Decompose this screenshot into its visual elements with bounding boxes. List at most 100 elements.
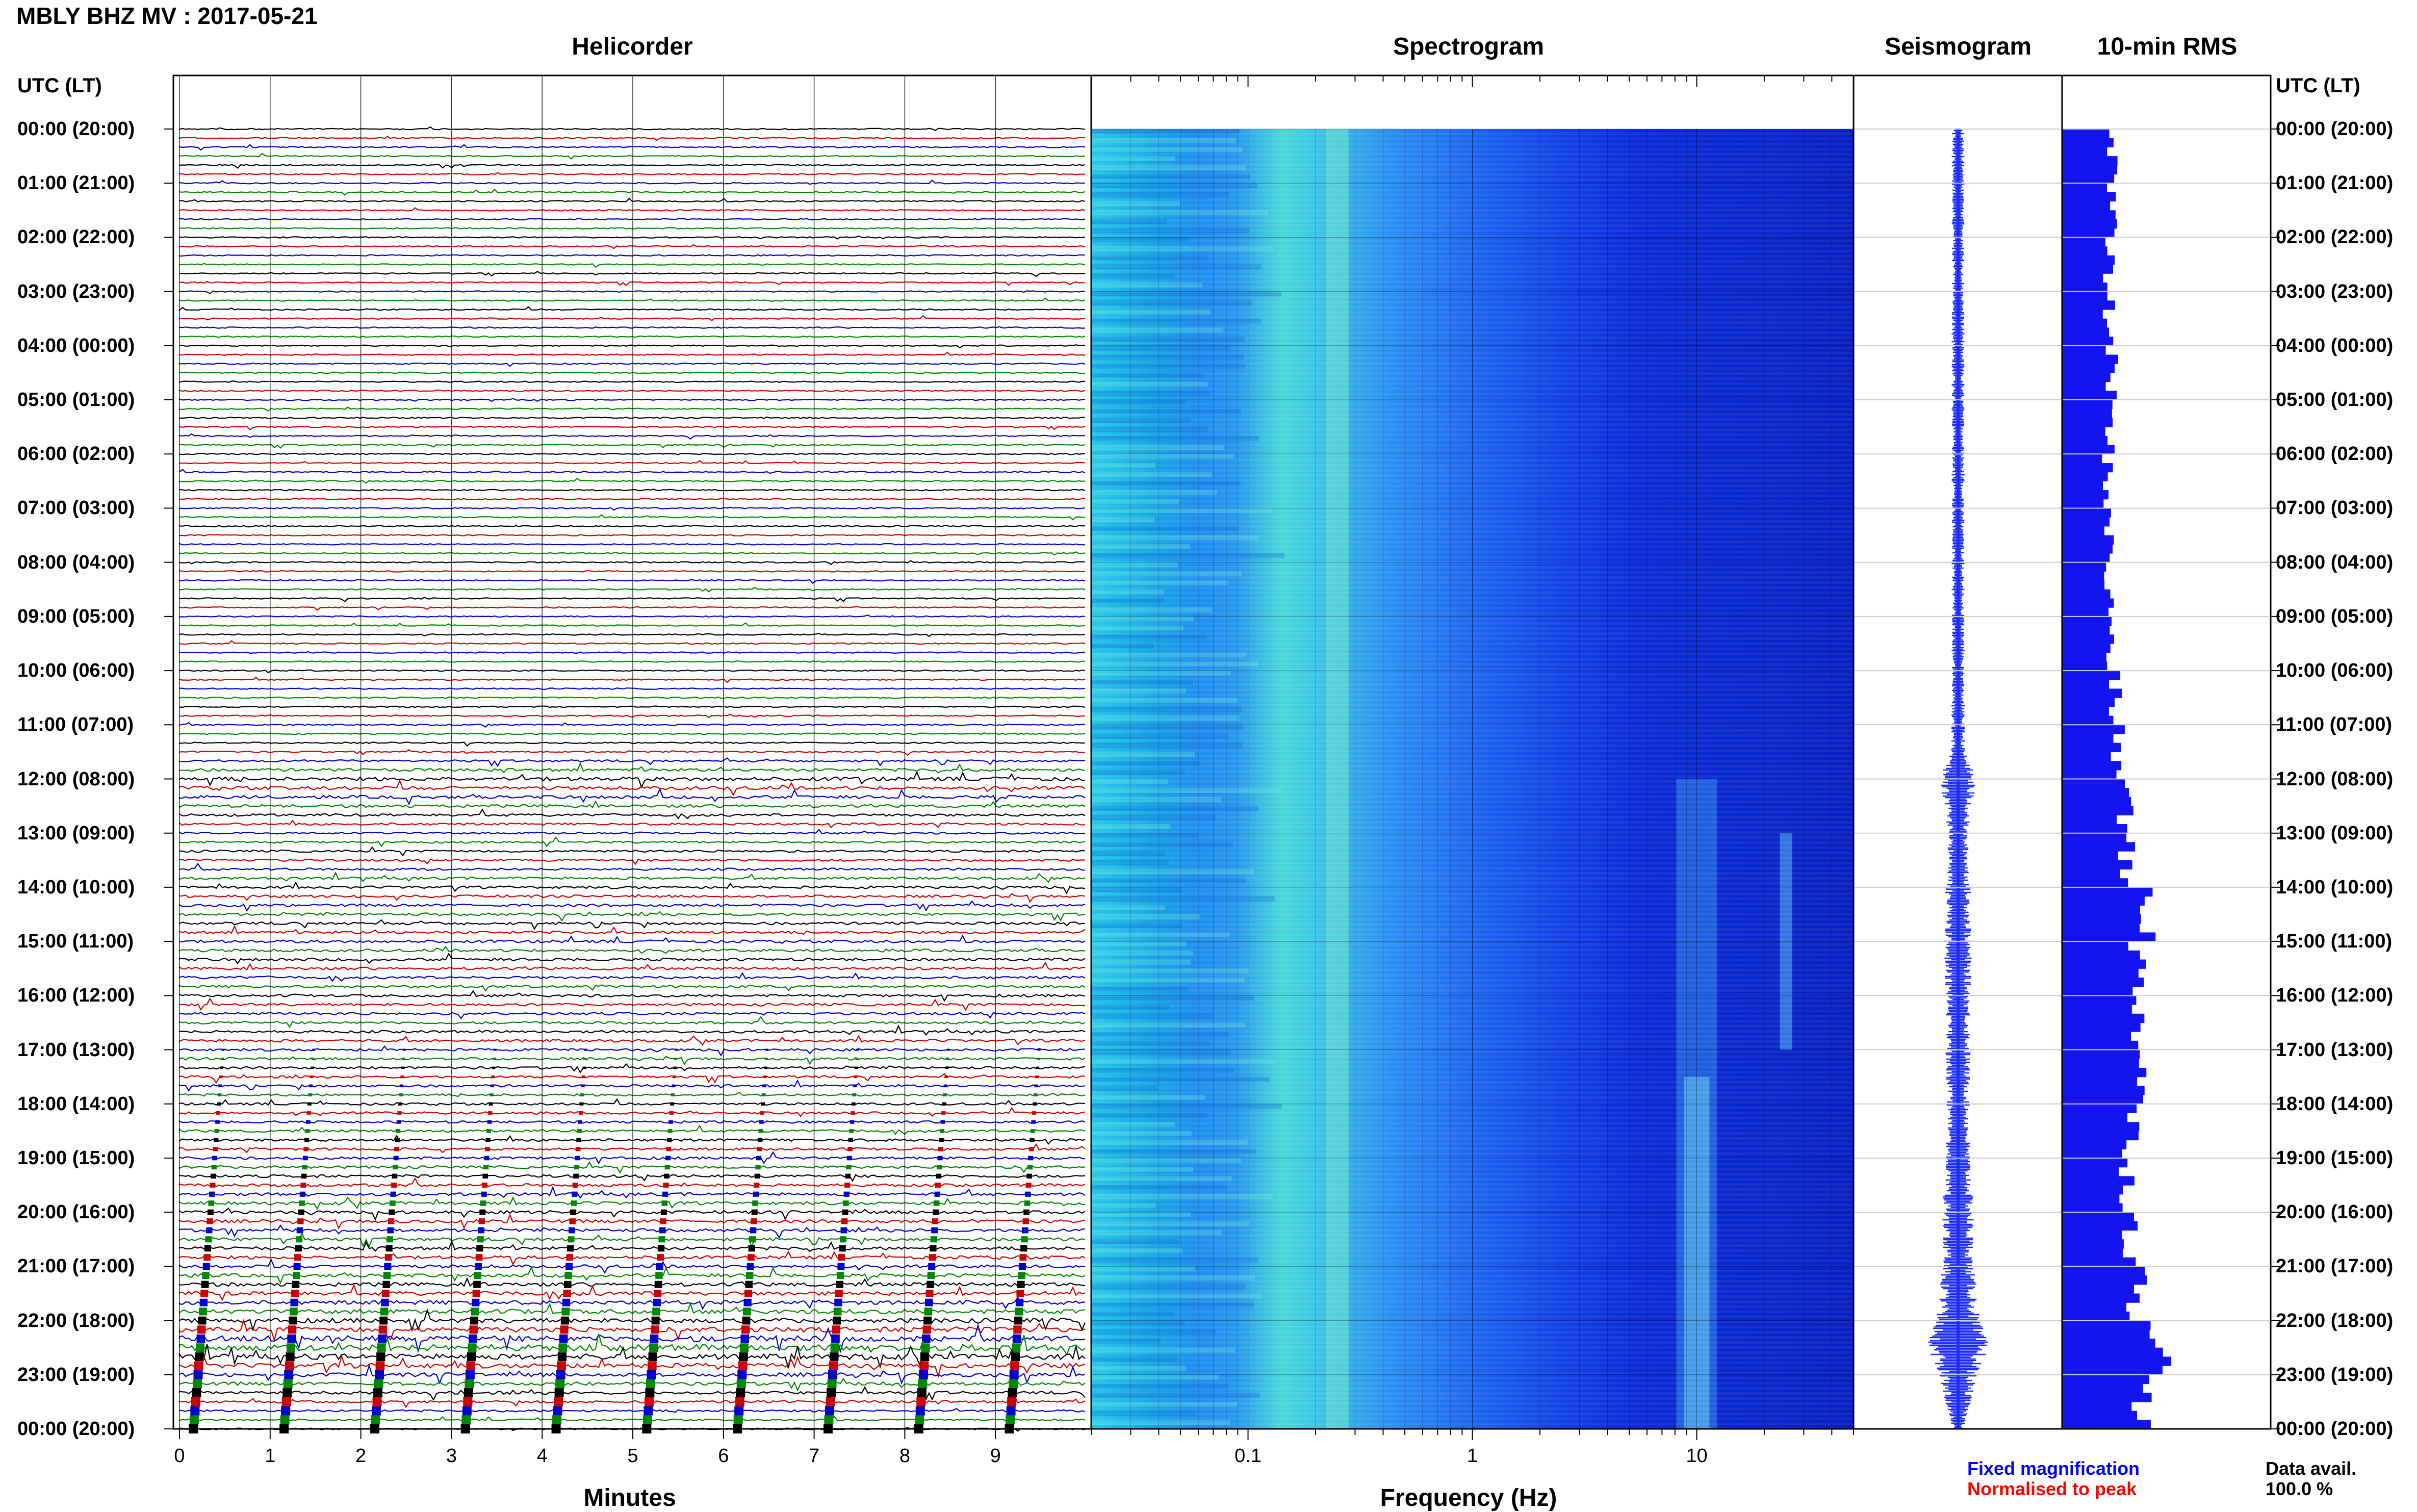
helicorder-transient xyxy=(401,1066,405,1069)
helicorder-trace xyxy=(178,1035,1086,1046)
helicorder-transient xyxy=(220,1058,224,1060)
time-label-left: 07:00 (03:00) xyxy=(17,497,135,519)
helicorder-trace xyxy=(178,660,1085,663)
helicorder-transient xyxy=(584,1048,587,1051)
helicorder-transient xyxy=(467,1352,476,1361)
time-label-right: 22:00 (18:00) xyxy=(2276,1310,2394,1331)
helicorder-trace xyxy=(178,779,1086,797)
helicorder-transient xyxy=(302,1156,308,1161)
rms-bar xyxy=(2062,300,2115,310)
helicorder-transient xyxy=(1006,1406,1016,1416)
helicorder-transient xyxy=(372,1397,382,1406)
helicorder-trace xyxy=(178,489,1086,492)
rms-bar xyxy=(2062,1383,2143,1393)
helicorder-transient xyxy=(217,1093,222,1097)
helicorder-trace xyxy=(178,188,1086,196)
helicorder-transient xyxy=(554,1388,564,1398)
helicorder-transient xyxy=(380,1308,389,1316)
helicorder-transient xyxy=(853,1084,857,1088)
rms-bar xyxy=(2062,932,2156,942)
helicorder-trace xyxy=(178,919,1086,931)
helicorder-trace xyxy=(178,597,1086,602)
helicorder-transient xyxy=(556,1370,565,1379)
helicorder-transient xyxy=(468,1334,477,1343)
rms-bar xyxy=(2062,715,2114,725)
helicorder-transient xyxy=(567,1245,574,1252)
helicorder-trace xyxy=(178,1056,1086,1066)
helicorder-transient xyxy=(283,1379,293,1389)
helicorder-transient xyxy=(846,1156,852,1161)
rms-bar xyxy=(2062,869,2120,879)
rms-bar xyxy=(2062,752,2111,761)
helicorder-trace xyxy=(178,254,1086,257)
helicorder-transient xyxy=(750,1227,757,1234)
helicorder-transient xyxy=(490,1093,494,1097)
helicorder-transient xyxy=(754,1183,760,1188)
helicorder-transient xyxy=(1028,1147,1034,1151)
time-label-left: 15:00 (11:00) xyxy=(17,931,134,953)
rms-bar xyxy=(2062,1347,2163,1357)
rms-bar xyxy=(2062,616,2112,626)
helicorder-trace xyxy=(178,952,1086,965)
helicorder-transient xyxy=(563,1290,571,1297)
helicorder-transient xyxy=(667,1138,672,1142)
rms-bar xyxy=(2062,671,2121,680)
helicorder-transient xyxy=(470,1316,479,1325)
helicorder-transient xyxy=(917,1388,927,1398)
helicorder-trace xyxy=(178,180,1086,185)
rms-bar xyxy=(2062,418,2113,427)
helicorder-transient xyxy=(658,1236,665,1243)
helicorder-trace xyxy=(178,1296,1086,1311)
rms-bar xyxy=(2062,950,2140,960)
helicorder-transient xyxy=(1011,1352,1020,1361)
rms-bar xyxy=(2062,472,2108,481)
helicorder-transient xyxy=(1016,1290,1024,1297)
rms-bar xyxy=(2062,400,2113,409)
helicorder-transient xyxy=(391,1183,397,1188)
helicorder-transient xyxy=(1020,1245,1027,1252)
helicorder-trace xyxy=(178,945,1086,954)
helicorder-transient xyxy=(193,1370,203,1379)
helicorder-transient xyxy=(211,1173,216,1179)
helicorder-transient xyxy=(918,1370,928,1379)
helicorder-trace xyxy=(178,1098,1086,1106)
helicorder-transient xyxy=(657,1245,665,1252)
helicorder-transient xyxy=(281,1406,291,1416)
helicorder-transient xyxy=(379,1316,388,1325)
rms-bar xyxy=(2062,1176,2135,1186)
helicorder-transient xyxy=(381,1298,389,1306)
helicorder-transient xyxy=(838,1254,845,1261)
time-label-left: 23:00 (19:00) xyxy=(17,1364,135,1386)
rms-bar xyxy=(2062,318,2107,328)
data-avail-value: 100.0 % xyxy=(2266,1478,2333,1499)
helicorder-trace xyxy=(178,560,1086,566)
helicorder-trace xyxy=(178,1284,1086,1301)
helicorder-trace xyxy=(178,398,1086,402)
helicorder-trace xyxy=(178,164,1086,169)
helicorder-transient xyxy=(484,1147,490,1151)
helicorder-transient xyxy=(566,1254,574,1261)
helicorder-transient xyxy=(1037,1048,1041,1051)
helicorder-trace xyxy=(178,1186,1086,1199)
rms-bar xyxy=(2062,706,2109,716)
helicorder-transient xyxy=(295,1245,302,1252)
helicorder-transient xyxy=(667,1129,673,1133)
helicorder-transient xyxy=(389,1209,395,1215)
helicorder-transient xyxy=(927,1280,934,1288)
helicorder-transient xyxy=(854,1066,858,1069)
helicorder-transient xyxy=(561,1308,570,1316)
helicorder-trace xyxy=(178,1259,1086,1274)
helicorder-trace xyxy=(178,1174,1086,1183)
helicorder-transient xyxy=(1035,1075,1039,1079)
rms-bar xyxy=(2062,742,2121,752)
rms-bar xyxy=(2062,1140,2127,1149)
helicorder-transient xyxy=(399,1084,404,1088)
time-label-right: 03:00 (23:00) xyxy=(2276,280,2394,302)
helicorder-trace xyxy=(178,1107,1086,1117)
helicorder-transient xyxy=(919,1361,929,1370)
helicorder-transient xyxy=(378,1325,388,1334)
helicorder-trace xyxy=(178,614,1086,618)
helicorder-transient xyxy=(747,1263,754,1270)
helicorder-transient xyxy=(748,1254,755,1261)
helicorder-transient xyxy=(396,1120,401,1124)
